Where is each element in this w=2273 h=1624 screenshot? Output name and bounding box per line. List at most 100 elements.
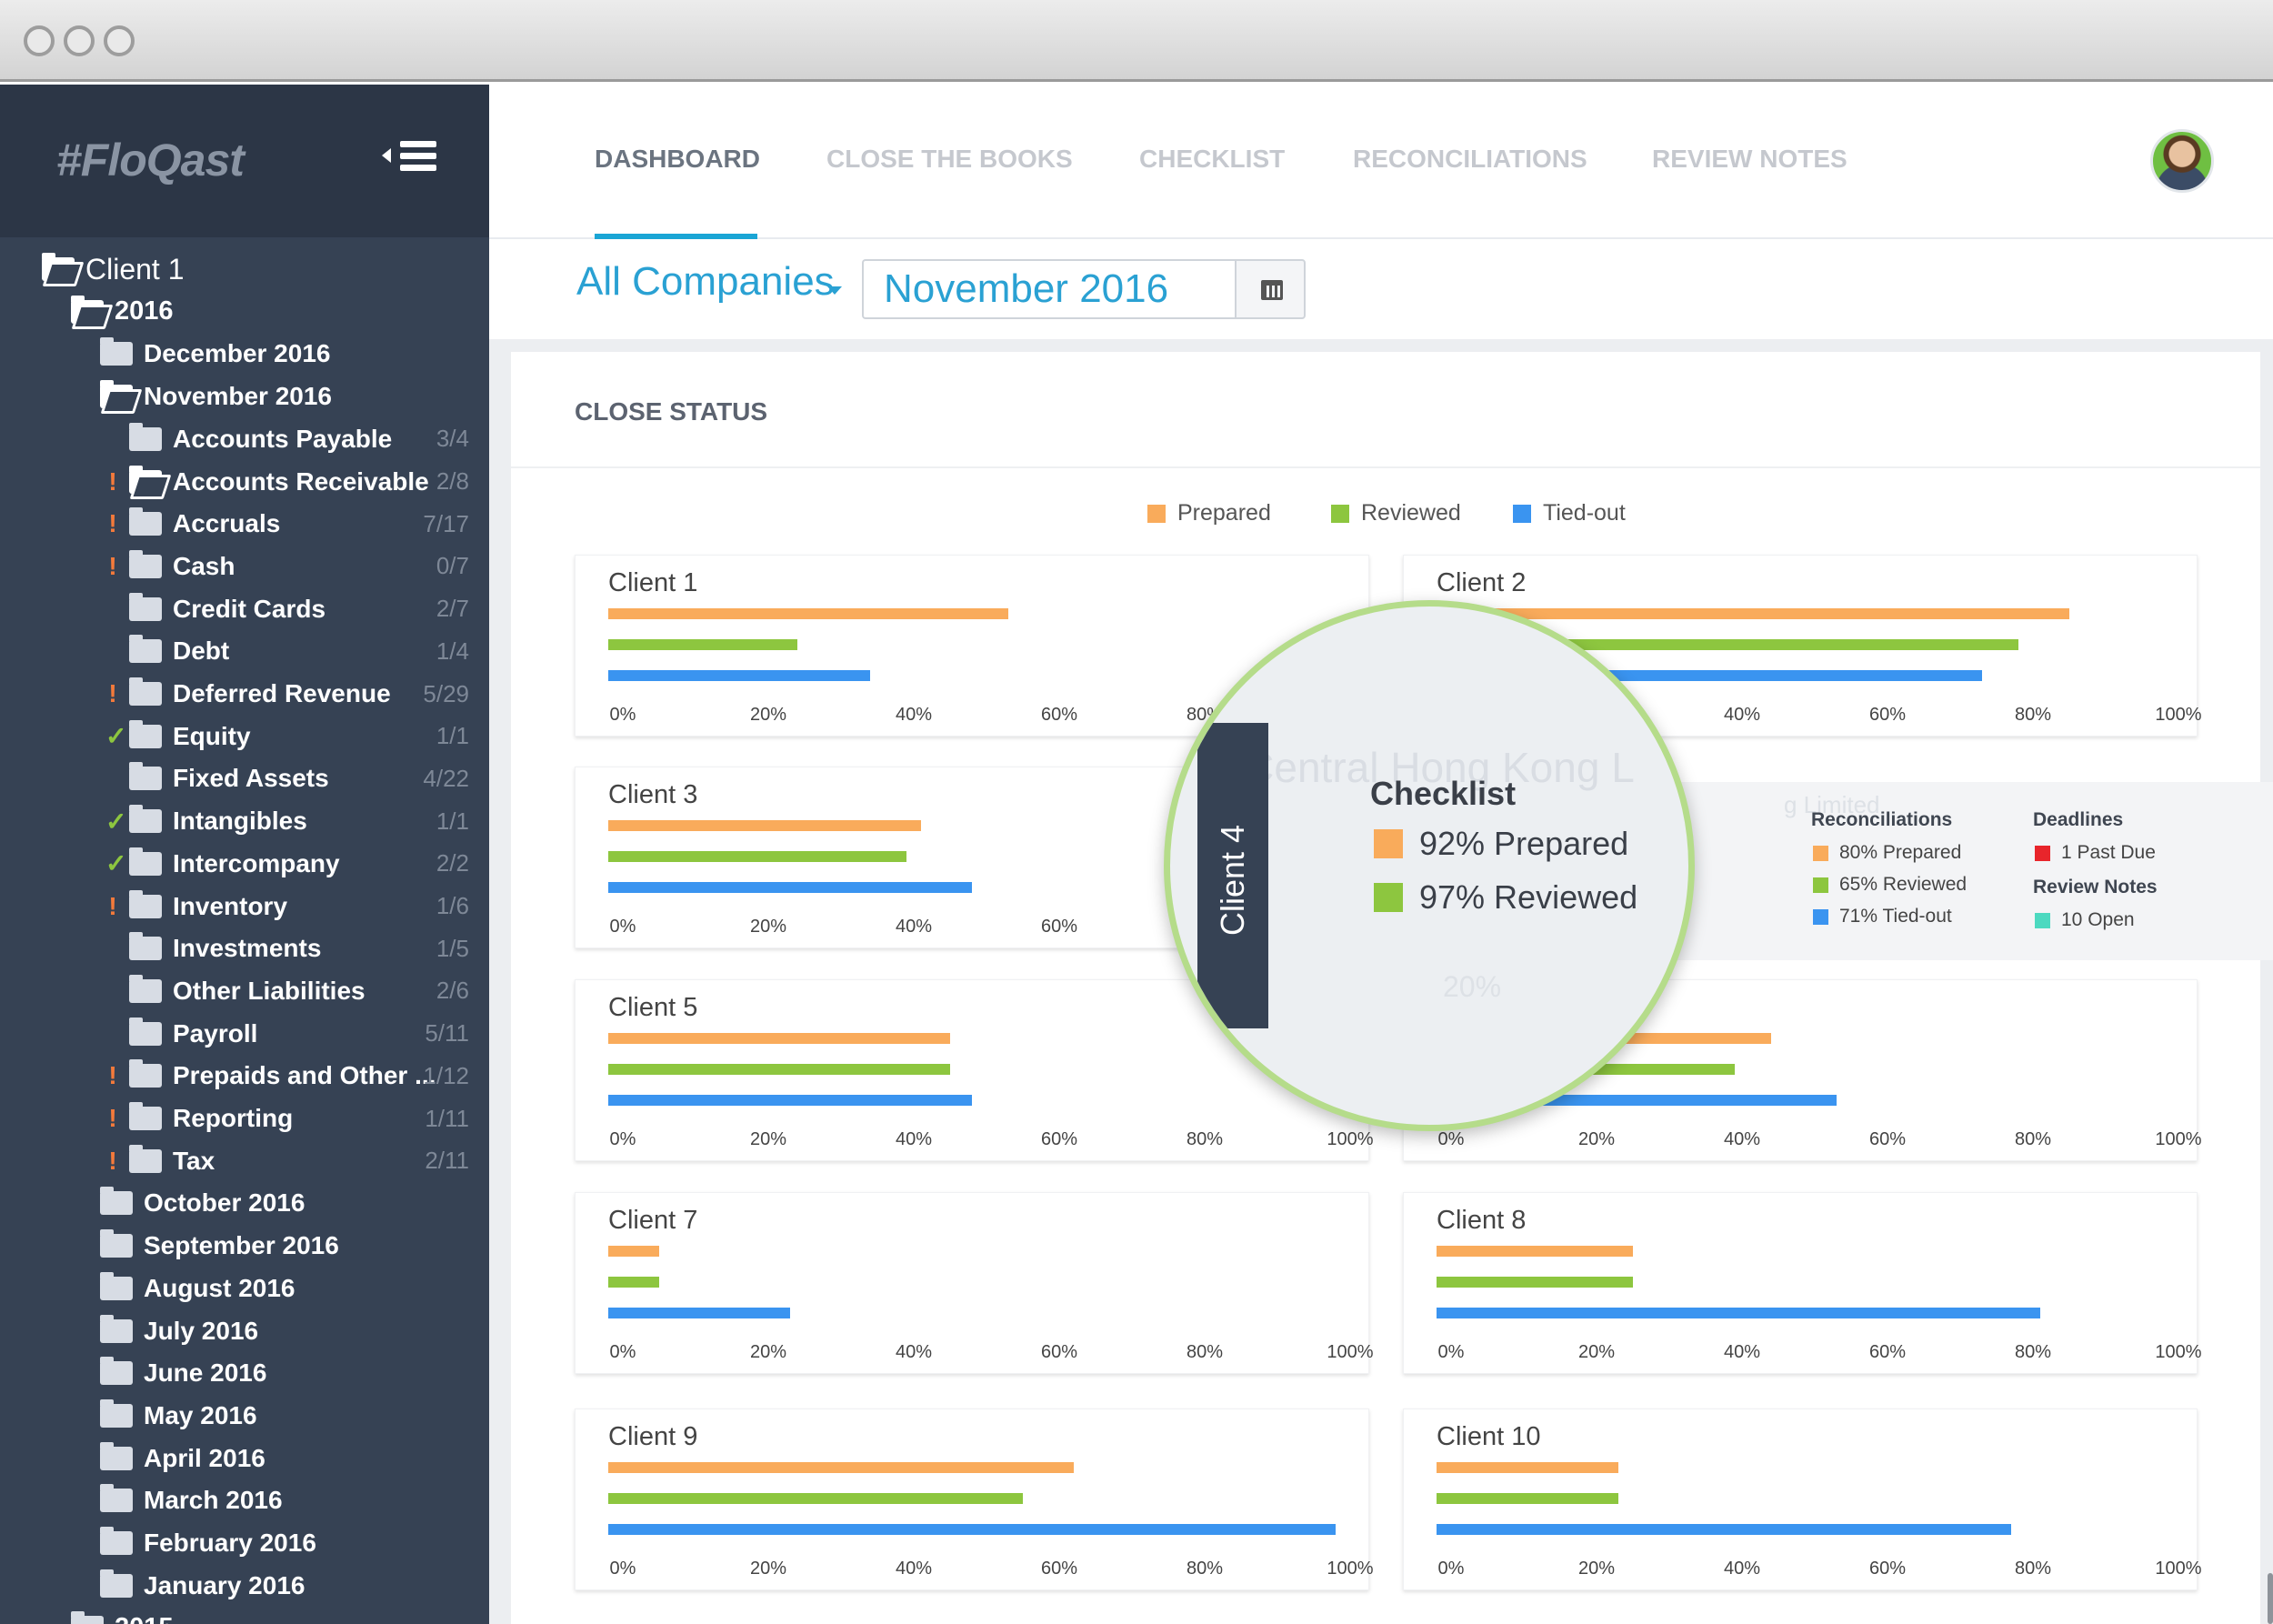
tree-item[interactable]: January 2016 — [100, 1567, 489, 1605]
tab-dashboard[interactable]: DASHBOARD — [595, 145, 760, 173]
tree-item[interactable]: 2016 — [71, 293, 489, 331]
client-card[interactable]: Client 7 0% 20% 40% 60% 80% 100% — [575, 1192, 1374, 1374]
reconciliations-prepared-label: 80% Prepared — [1839, 842, 1962, 863]
tree-item-label: Intangibles — [173, 807, 307, 836]
caret-down-icon[interactable] — [827, 286, 842, 295]
tree-item[interactable]: December 2016 — [100, 335, 489, 373]
tree-item[interactable]: Accounts Payable 3/4 — [129, 420, 489, 458]
folder-icon — [129, 1059, 162, 1088]
x-tick-label: 80% — [2014, 1559, 2052, 1579]
x-tick-label: 60% — [1868, 1129, 1907, 1149]
tab-reconciliations[interactable]: RECONCILIATIONS — [1353, 145, 1587, 173]
tree-item[interactable]: Reporting! 1/11 — [108, 1099, 489, 1138]
magnifier-callout: ngCentral Hong Kong L Client 4 20% Check… — [1164, 600, 1695, 1131]
tree-item[interactable]: Accruals! 7/17 — [108, 505, 489, 543]
folder-icon — [100, 1357, 133, 1386]
reconciliations-prepared: 80% Prepared — [1813, 842, 1961, 864]
x-tick-label: 0% — [1437, 1129, 1465, 1149]
x-tick-label: 0% — [609, 917, 636, 937]
x-tick-label: 40% — [1723, 1129, 1761, 1149]
collapse-menu-icon[interactable] — [382, 137, 438, 174]
folder-icon — [129, 422, 162, 451]
tree-item[interactable]: Inventory! 1/6 — [108, 887, 489, 926]
tree-item[interactable]: 2015 — [71, 1609, 489, 1624]
folder-icon — [129, 762, 162, 791]
tree-item[interactable]: Tax! 2/11 — [108, 1142, 489, 1180]
tree-item[interactable]: Client 1 — [42, 250, 489, 288]
tree-item[interactable]: Investments 1/5 — [129, 929, 489, 967]
x-tick-label: 0% — [609, 1129, 636, 1149]
tab-checklist[interactable]: CHECKLIST — [1139, 145, 1286, 173]
tab-close-the-books[interactable]: CLOSE THE BOOKS — [826, 145, 1073, 173]
folder-icon — [100, 1314, 133, 1343]
folder-icon — [100, 1187, 133, 1216]
client-card[interactable]: Client 10 0% 20% 40% 60% 80% 100% — [1403, 1408, 2202, 1590]
warning-icon: ! — [108, 891, 117, 920]
tree-item[interactable]: November 2016 — [100, 377, 489, 416]
chart-bar — [608, 1493, 1023, 1504]
tree-item[interactable]: March 2016 — [100, 1481, 489, 1519]
client-card[interactable]: Client 9 0% 20% 40% 60% 80% 100% — [575, 1408, 1374, 1590]
sidebar-header: #FloQast — [0, 85, 489, 237]
tree-item[interactable]: August 2016 — [100, 1269, 489, 1308]
tree-item[interactable]: February 2016 — [100, 1524, 489, 1562]
tree-item[interactable]: Cash! 0/7 — [108, 547, 489, 586]
tree-item-count: 2/6 — [436, 977, 469, 1005]
tree-item[interactable]: April 2016 — [100, 1439, 489, 1478]
client-card[interactable]: Client 8 0% 20% 40% 60% 80% 100% — [1403, 1192, 2202, 1374]
tree-item[interactable]: Prepaids and Other ...! 1/12 — [108, 1057, 489, 1095]
tree-item[interactable]: September 2016 — [100, 1227, 489, 1265]
tree-item[interactable]: May 2016 — [100, 1397, 489, 1435]
tree-item-count: 2/8 — [436, 467, 469, 495]
tree-item[interactable]: October 2016 — [100, 1184, 489, 1222]
tree-item-count: 0/7 — [436, 552, 469, 580]
x-tick-label: 100% — [2155, 1129, 2202, 1149]
x-tick-label: 40% — [895, 917, 933, 937]
folder-icon — [129, 549, 162, 578]
tab-review-notes[interactable]: REVIEW NOTES — [1652, 145, 1847, 173]
tree-item[interactable]: Accounts Receivable! 2/8 — [108, 463, 489, 501]
folder-open-icon — [129, 465, 162, 494]
chart-bar — [1437, 1524, 2011, 1535]
top-navigation: DASHBOARD CLOSE THE BOOKS CHECKLIST RECONCI… — [489, 85, 2273, 239]
checklist-prepared-label: 92% Prepared — [1419, 825, 1629, 862]
tree-item-count: 5/11 — [425, 1019, 469, 1048]
tree-item[interactable]: Other Liabilities 2/6 — [129, 972, 489, 1010]
chart-bar — [1437, 639, 2018, 650]
tree-item-count: 1/1 — [436, 807, 469, 835]
tree-item-count: 1/12 — [423, 1061, 469, 1089]
scrollbar-thumb[interactable] — [2268, 1573, 2273, 1624]
calendar-button[interactable] — [1235, 259, 1306, 319]
client-name: Client 1 — [608, 568, 698, 597]
x-tick-label: 100% — [2155, 1559, 2202, 1579]
folder-icon — [129, 1144, 162, 1173]
tree-item[interactable]: Fixed Assets 4/22 — [129, 759, 489, 797]
user-avatar[interactable] — [2150, 129, 2214, 193]
client-name: Client 8 — [1437, 1206, 1527, 1235]
close-window-button[interactable] — [24, 25, 55, 56]
zoom-window-button[interactable] — [104, 25, 135, 56]
company-dropdown[interactable]: All Companies — [576, 259, 835, 304]
tree-item[interactable]: June 2016 — [100, 1354, 489, 1392]
tree-item[interactable]: Debt 1/4 — [129, 632, 489, 670]
tree-item[interactable]: Intangibles ✓ 1/1 — [105, 802, 489, 840]
tree-item[interactable]: Payroll 5/11 — [129, 1015, 489, 1053]
x-tick-label: 20% — [749, 1559, 787, 1579]
month-input[interactable]: November 2016 — [862, 259, 1235, 319]
tree-item[interactable]: Deferred Revenue! 5/29 — [108, 675, 489, 713]
x-tick-label: 40% — [895, 705, 933, 725]
legend-swatch — [1147, 504, 1166, 523]
magnifier-faint-text: 20% — [1443, 970, 1502, 1003]
chart-bar — [1437, 608, 2069, 619]
tree-item-label: June 2016 — [144, 1358, 267, 1388]
x-tick-label: 60% — [1868, 1559, 1907, 1579]
tree-item-label: Cash — [173, 551, 235, 580]
tree-item[interactable]: Intercompany ✓ 2/2 — [105, 845, 489, 883]
minimize-window-button[interactable] — [64, 25, 95, 56]
tree-item[interactable]: Credit Cards 2/7 — [129, 590, 489, 628]
x-tick-label: 20% — [749, 705, 787, 725]
tree-item-count: 7/17 — [423, 509, 469, 537]
tree-item[interactable]: July 2016 — [100, 1312, 489, 1350]
chart-bar — [608, 1095, 972, 1106]
tree-item[interactable]: Equity ✓ 1/1 — [105, 717, 489, 756]
